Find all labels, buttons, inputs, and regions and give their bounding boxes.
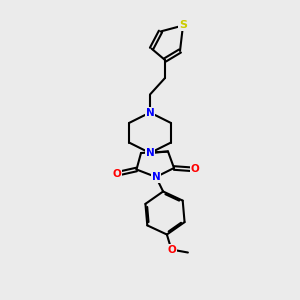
Text: N: N xyxy=(146,148,154,158)
Text: S: S xyxy=(179,20,187,31)
Text: O: O xyxy=(167,244,176,254)
Text: O: O xyxy=(112,169,121,179)
Text: N: N xyxy=(146,107,154,118)
Text: O: O xyxy=(190,164,200,175)
Text: N: N xyxy=(152,172,160,182)
